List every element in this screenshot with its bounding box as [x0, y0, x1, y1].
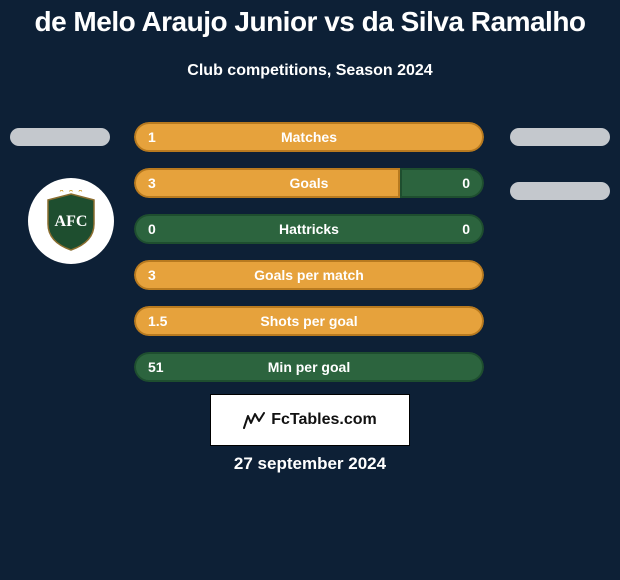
bar-row: 3Goals per match — [134, 260, 484, 290]
player-pill — [510, 128, 610, 146]
bar-metric-label: Goals per match — [134, 260, 484, 290]
date-label: 27 september 2024 — [0, 454, 620, 474]
bar-metric-label: Goals — [134, 168, 484, 198]
bar-row: 51Min per goal — [134, 352, 484, 382]
bar-row: 3Goals0 — [134, 168, 484, 198]
bar-metric-label: Hattricks — [134, 214, 484, 244]
club-badge: ★ ★ ★ AFC — [28, 178, 114, 264]
bar-right-value: 0 — [462, 168, 470, 198]
bar-metric-label: Min per goal — [134, 352, 484, 382]
bar-row: 0Hattricks0 — [134, 214, 484, 244]
bar-row: 1.5Shots per goal — [134, 306, 484, 336]
bar-metric-label: Shots per goal — [134, 306, 484, 336]
svg-text:★ ★ ★: ★ ★ ★ — [58, 190, 84, 194]
bar-metric-label: Matches — [134, 122, 484, 152]
svg-text:AFC: AFC — [55, 213, 88, 230]
player-pill — [10, 128, 110, 146]
fctables-icon — [243, 411, 265, 429]
club-crest-icon: ★ ★ ★ AFC — [44, 190, 98, 252]
bar-row: 1Matches — [134, 122, 484, 152]
player-pill — [510, 182, 610, 200]
subtitle: Club competitions, Season 2024 — [0, 62, 620, 80]
page-title: de Melo Araujo Junior vs da Silva Ramalh… — [0, 6, 620, 38]
bar-right-value: 0 — [462, 214, 470, 244]
fctables-watermark: FcTables.com — [210, 394, 410, 446]
comparison-bars: 1Matches3Goals00Hattricks03Goals per mat… — [134, 122, 484, 398]
fctables-label: FcTables.com — [271, 411, 377, 429]
